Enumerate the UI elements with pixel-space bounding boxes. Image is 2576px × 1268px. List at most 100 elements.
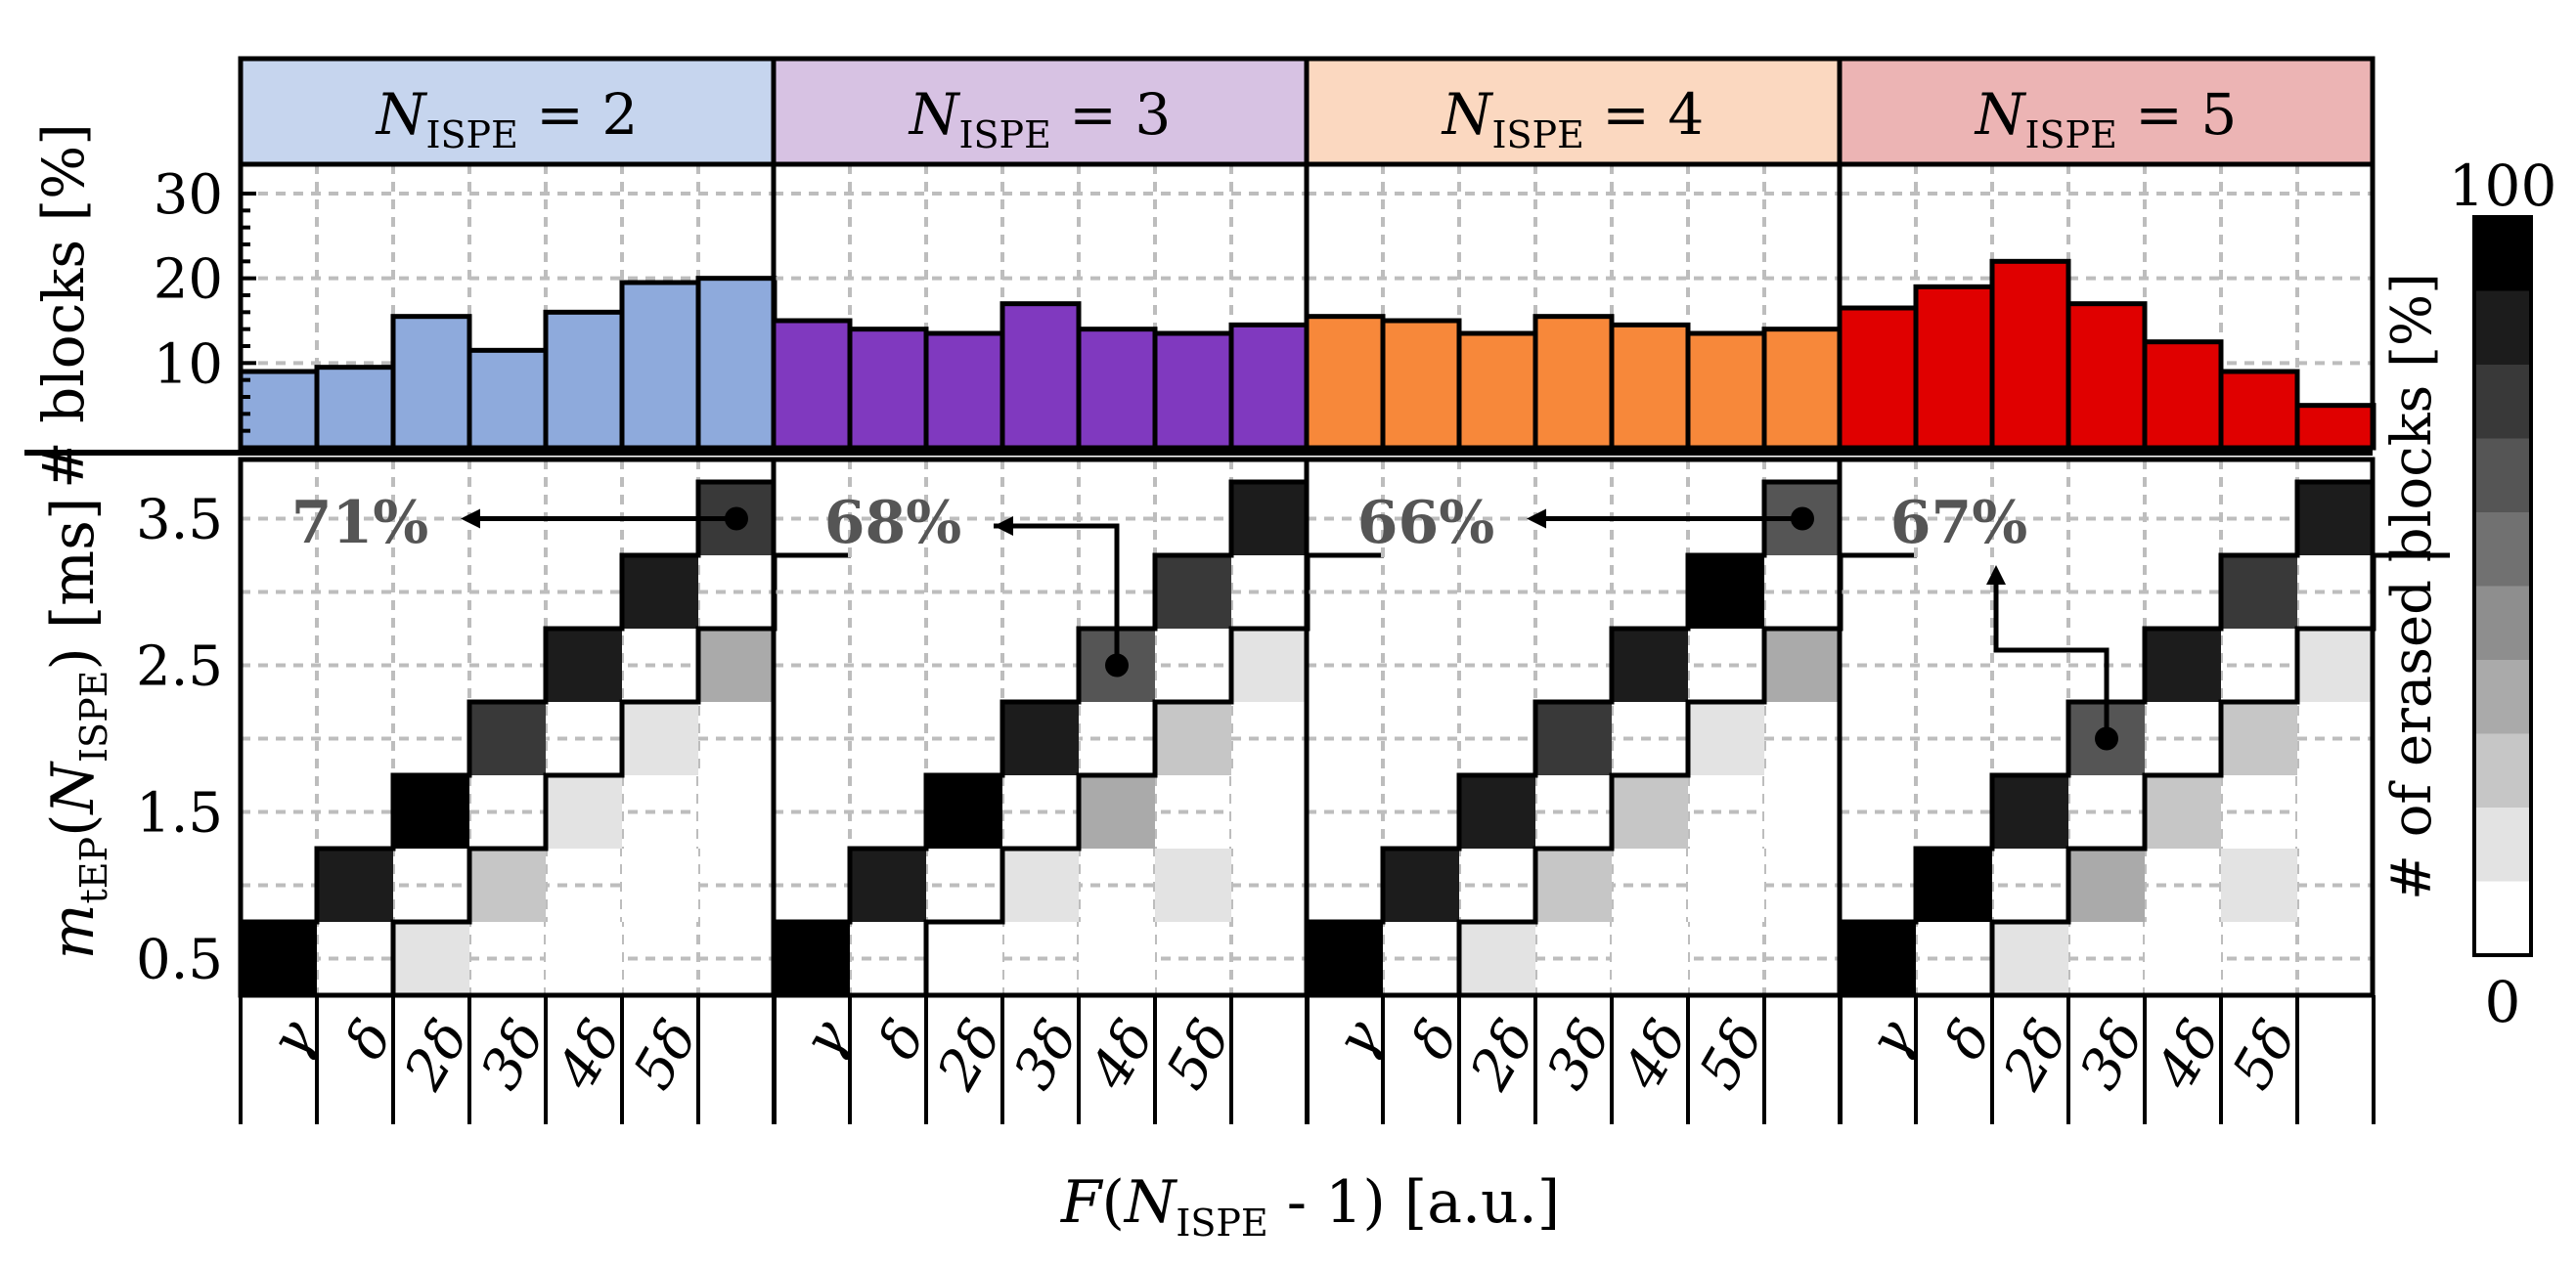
colorbar-min-label: 0: [2485, 969, 2521, 1035]
panel-header-bg: [238, 56, 777, 167]
heat-cell: [1764, 629, 1841, 702]
heat-cell: [469, 849, 546, 922]
panel-header-title: NISPE = 3: [908, 81, 1171, 156]
bar: [1609, 322, 1691, 451]
bar: [1456, 330, 1538, 451]
colorbar-segment: [2474, 512, 2531, 587]
heat-cell: [1840, 922, 1916, 995]
heat-cell: [393, 775, 469, 849]
heat-cell: [2145, 922, 2221, 995]
bar: [1532, 314, 1615, 451]
bar: [1761, 327, 1843, 451]
bar: [1228, 322, 1310, 451]
bar: [2218, 369, 2300, 451]
colorbar-segment: [2474, 217, 2531, 291]
bar: [390, 314, 472, 451]
heat-cell: [1002, 702, 1079, 775]
heat-cell: [698, 775, 775, 849]
heat-cell: [1535, 702, 1612, 775]
heat-cell: [1155, 849, 1231, 922]
heat-cell: [546, 775, 622, 849]
annotation-arrow: [994, 523, 1120, 666]
heat-cell: [622, 555, 698, 629]
annotation-label: 67%: [1890, 489, 2028, 557]
heat-cell: [850, 849, 926, 922]
bar: [543, 309, 625, 451]
staircase-upper: [1307, 479, 1841, 925]
colorbar-segment: [2474, 365, 2531, 439]
heat-cell: [1155, 702, 1231, 775]
heat-cell: [1612, 922, 1688, 995]
heat-cell: [774, 922, 850, 995]
heat-cell: [2068, 849, 2145, 922]
x-axis-label: F(NISPE - 1) [a.u.]: [1060, 1168, 1560, 1245]
heat-cell: [1535, 849, 1612, 922]
panel-header-title: NISPE = 5: [1974, 81, 2237, 156]
annotation-label: 68%: [824, 489, 962, 557]
heat-cell: [2297, 629, 2374, 702]
bar: [314, 365, 396, 451]
heat-cell: [1688, 555, 1764, 629]
heat-cell: [1612, 629, 1688, 702]
annotation-label: 71%: [291, 489, 429, 557]
heat-cell: [622, 702, 698, 775]
colorbar-segment: [2474, 290, 2531, 365]
bar-ytick-label: 20: [154, 248, 223, 312]
colorbar-segment: [2474, 438, 2531, 512]
colorbar-segment: [2474, 881, 2531, 955]
heat-cell: [1916, 849, 1992, 922]
bar: [923, 330, 1005, 451]
heat-cell: [1079, 775, 1155, 849]
heat-ytick-label: 3.5: [136, 489, 223, 552]
heat-cell: [2145, 775, 2221, 849]
heat-cell: [2297, 775, 2374, 849]
heat-cell: [2145, 629, 2221, 702]
heat-cell: [1992, 922, 2068, 995]
bar-frame: [1837, 161, 2376, 451]
heat-ytick-label: 1.5: [136, 782, 223, 846]
heat-cell: [1155, 555, 1231, 629]
bar: [466, 347, 549, 451]
heat-cell: [1231, 629, 1308, 702]
annotation-arrowhead: [1527, 508, 1546, 529]
bar-ytick-label: 30: [154, 163, 223, 227]
heat-ytick-label: 2.5: [136, 635, 223, 699]
colorbar-frame: [2472, 215, 2533, 957]
bar: [1837, 305, 1919, 451]
colorbar-segment: [2474, 808, 2531, 882]
heat-cell: [469, 702, 546, 775]
heat-cell: [1459, 922, 1535, 995]
heat-cell: [241, 922, 317, 995]
heat-cell: [1764, 775, 1841, 849]
bar: [1152, 330, 1234, 451]
bar: [2142, 339, 2224, 451]
heat-cell: [546, 629, 622, 702]
heat-cell: [1231, 775, 1308, 849]
bar: [1989, 258, 2071, 451]
bar: [1304, 314, 1386, 451]
colorbar-label: # of erased blocks [%]: [2380, 273, 2444, 900]
heat-cell: [1002, 849, 1079, 922]
bar: [1685, 330, 1767, 451]
annotation-arrowhead: [1986, 565, 2006, 585]
annotation-arrowhead: [461, 508, 480, 529]
heat-cell: [1307, 922, 1383, 995]
bar: [1076, 327, 1158, 451]
heat-cell: [926, 922, 1002, 995]
bar-ytick-label: 10: [154, 332, 223, 396]
bar: [1913, 284, 1995, 451]
heat-cell: [698, 629, 775, 702]
heat-cell: [622, 849, 698, 922]
bar: [999, 301, 1082, 451]
colorbar-max-label: 100: [2449, 153, 2557, 219]
bar: [238, 369, 320, 451]
heat-cell: [1992, 775, 2068, 849]
heat-cell: [546, 922, 622, 995]
heat-ytick-label: 0.5: [136, 929, 223, 992]
